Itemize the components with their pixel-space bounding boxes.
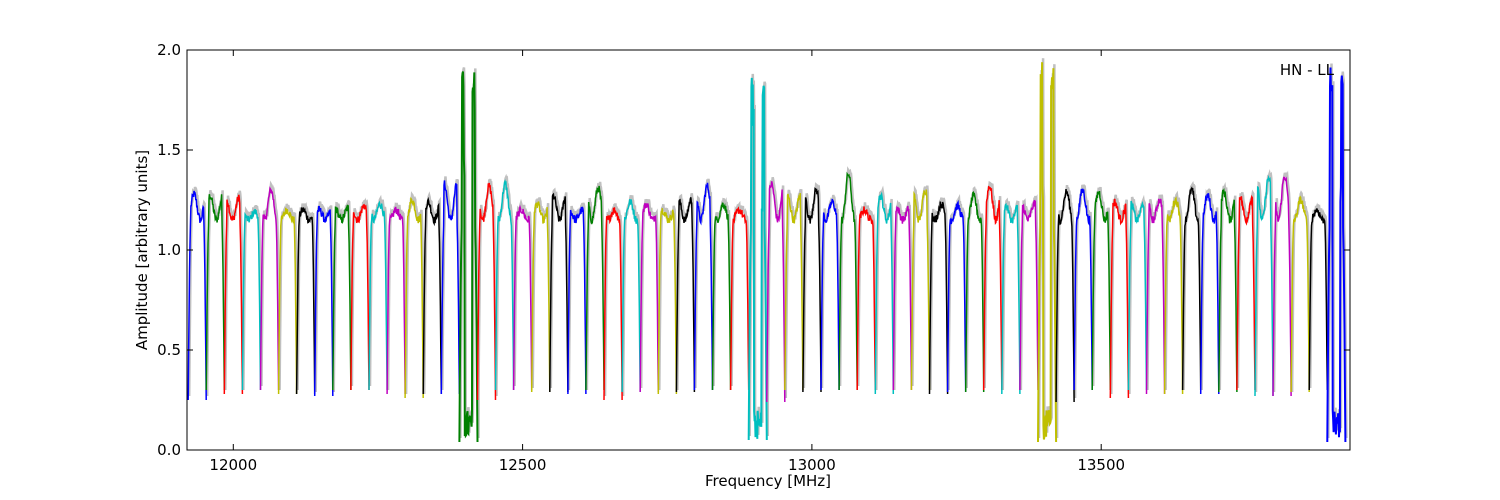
channel-line: [1091, 190, 1112, 391]
channel-line: [422, 196, 443, 395]
channel-line: [223, 194, 244, 395]
channel-line: [675, 197, 696, 393]
channel-line: [747, 77, 768, 441]
channel-line: [784, 193, 804, 391]
channel-line: [549, 192, 569, 393]
channel-line: [1019, 199, 1039, 391]
y-tick-label: 1.0: [157, 241, 181, 259]
channel-line: [766, 181, 786, 403]
channel-line: [494, 179, 515, 391]
channel-line: [368, 200, 388, 391]
y-tick-label: 1.5: [157, 141, 181, 159]
channel-line: [350, 203, 370, 391]
channel-line: [1163, 196, 1184, 395]
channel-line: [567, 206, 587, 395]
channel-line: [603, 207, 623, 401]
channel-line: [440, 180, 461, 395]
channel-line: [332, 204, 352, 391]
background-spectrum: [187, 58, 1348, 439]
x-axis: 12000 12500 13000 13500: [209, 50, 1125, 474]
x-axis-label: Frequency [MHz]: [705, 472, 831, 490]
channel-line: [892, 205, 913, 391]
channel-line: [1290, 195, 1310, 393]
x-tick-label: 13500: [1077, 456, 1125, 474]
channel-line: [874, 191, 895, 395]
channel-line: [1272, 176, 1292, 397]
channel-traces: [187, 62, 1347, 443]
y-axis-label: Amplitude [arbitrary units]: [133, 150, 151, 350]
channel-line: [386, 206, 406, 395]
channel-line: [856, 206, 877, 391]
channel-line: [928, 201, 949, 395]
y-tick-label: 0.5: [157, 341, 181, 359]
channel-line: [711, 202, 732, 391]
channel-line: [1001, 202, 1021, 395]
channel-line: [910, 189, 931, 391]
x-tick-label: 12500: [499, 456, 547, 474]
y-tick-label: 2.0: [157, 41, 181, 59]
channel-line: [964, 191, 985, 393]
channel-line: [1037, 62, 1058, 443]
channel-line: [313, 205, 334, 397]
channel-line: [820, 198, 840, 391]
channel-line: [1199, 192, 1220, 395]
annotation-label: HN - LL: [1280, 61, 1335, 79]
channel-line: [657, 208, 678, 395]
channel-line: [476, 182, 497, 401]
channel-line: [729, 206, 750, 391]
channel-line: [295, 207, 316, 395]
channel-line: [946, 199, 967, 393]
channel-line: [512, 204, 533, 391]
channel-line: [1109, 198, 1130, 399]
channel-line: [1127, 200, 1148, 391]
x-tick-label: 13000: [788, 456, 836, 474]
channel-line: [1254, 174, 1274, 397]
channel-line: [1073, 188, 1093, 391]
channel-line: [530, 201, 551, 393]
channel-line: [404, 196, 424, 399]
channel-line: [1308, 208, 1329, 391]
channel-line: [621, 199, 641, 393]
channel-line: [1055, 189, 1075, 403]
channel-line: [205, 194, 226, 391]
channel-line: [187, 190, 207, 401]
channel-line: [1326, 67, 1347, 443]
channel-line: [802, 187, 822, 393]
channel-line: [259, 186, 280, 391]
channel-line: [1181, 186, 1202, 391]
channel-line: [982, 185, 1003, 391]
channel-line: [693, 182, 714, 391]
plot-area: [187, 58, 1348, 443]
channel-line: [1218, 187, 1238, 393]
channel-line: [458, 71, 479, 443]
channel-line: [838, 171, 858, 391]
channel-line: [1145, 198, 1166, 395]
y-tick-label: 0.0: [157, 441, 181, 459]
x-tick-label: 12000: [209, 456, 257, 474]
channel-line: [639, 203, 660, 393]
channel-line: [1236, 194, 1256, 391]
channel-line: [241, 209, 262, 391]
background-line: [187, 58, 1348, 439]
y-axis: 0.0 0.5 1.0 1.5 2.0: [157, 41, 1350, 459]
channel-line: [585, 185, 605, 391]
channel-line: [277, 207, 298, 395]
